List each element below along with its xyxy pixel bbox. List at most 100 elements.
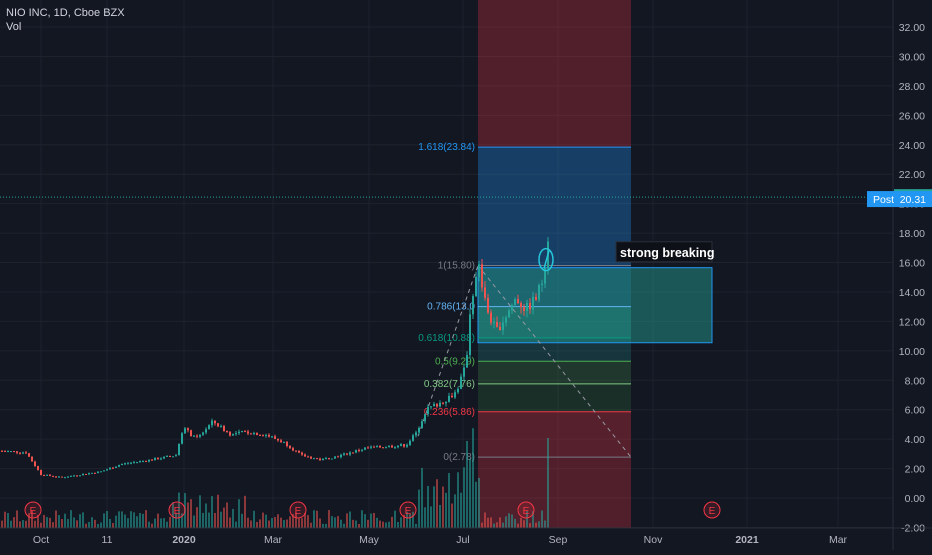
earnings-marker-label[interactable]: E bbox=[523, 506, 530, 517]
volume-bar bbox=[106, 510, 108, 528]
candle-body bbox=[373, 446, 375, 448]
candle-body bbox=[130, 462, 132, 464]
legend-volume[interactable]: Vol bbox=[6, 21, 22, 33]
price-axis[interactable]: 32.0030.0028.0026.0024.0022.0020.0018.00… bbox=[867, 0, 932, 550]
volume-bar bbox=[1, 520, 3, 528]
x-tick-label: Jul bbox=[456, 534, 469, 546]
volume-bar bbox=[541, 510, 543, 528]
candle-body bbox=[448, 395, 450, 402]
fib-label[interactable]: 0.5(9.29) bbox=[435, 356, 475, 367]
fib-label[interactable]: 0.618(10.88) bbox=[418, 333, 475, 344]
volume-bar bbox=[547, 438, 549, 528]
candle-body bbox=[184, 428, 186, 434]
candle-body bbox=[160, 458, 162, 460]
earnings-marker[interactable] bbox=[289, 501, 307, 519]
volume-bar bbox=[499, 517, 501, 528]
fib-label[interactable]: 1(15.80) bbox=[438, 260, 475, 271]
volume-bar bbox=[247, 517, 249, 528]
volume-bar bbox=[52, 522, 54, 528]
volume-bar bbox=[118, 511, 120, 528]
volume-bar bbox=[469, 458, 471, 528]
volume-bar bbox=[91, 517, 93, 528]
volume-bar bbox=[259, 519, 261, 528]
fib-retracement[interactable]: 1.618(23.84) 1(15.80) 0.786(13.0 0.618(10.8… bbox=[417, 142, 632, 463]
candle-body bbox=[529, 302, 531, 310]
candle-body bbox=[223, 426, 225, 432]
candle-body bbox=[502, 322, 504, 331]
x-tick-label: Oct bbox=[33, 534, 49, 546]
fib-label[interactable]: 1.618(23.84) bbox=[418, 142, 475, 153]
candle-body bbox=[16, 451, 18, 453]
post-price-tag-label[interactable]: Post bbox=[873, 194, 894, 206]
candle-body bbox=[127, 463, 129, 465]
volume-bar bbox=[532, 511, 534, 528]
volume-bar bbox=[160, 518, 162, 528]
post-price-tag[interactable] bbox=[867, 191, 932, 208]
earnings-marker[interactable] bbox=[703, 501, 721, 519]
volume-bar bbox=[97, 523, 99, 528]
volume-bar bbox=[418, 489, 420, 528]
fib-label[interactable]: 0(2.78) bbox=[443, 452, 475, 463]
candle-body bbox=[439, 402, 441, 407]
volume-bar bbox=[244, 495, 246, 528]
volume-bar bbox=[199, 495, 201, 528]
lower-zone bbox=[478, 457, 631, 528]
candle-body bbox=[247, 431, 249, 434]
breakout-circle[interactable] bbox=[538, 247, 554, 272]
candle-body bbox=[109, 467, 111, 470]
volume-bar bbox=[127, 518, 129, 528]
volume-bar bbox=[46, 517, 48, 528]
fib-label[interactable]: 0.236(5.86) bbox=[424, 407, 475, 418]
candle-body bbox=[397, 445, 399, 448]
volume-bar bbox=[373, 512, 375, 528]
volume-bar bbox=[22, 520, 24, 528]
time-axis[interactable]: Oct 11 2020 Mar May Jul Sep Nov 2021 Mar bbox=[0, 527, 932, 546]
volume-bar bbox=[358, 523, 360, 528]
volume-bar bbox=[262, 512, 264, 528]
candle-body bbox=[208, 425, 210, 430]
annotation-text[interactable]: strong breaking bbox=[620, 246, 714, 260]
earnings-marker-label[interactable]: E bbox=[405, 506, 412, 517]
volume-bar bbox=[70, 510, 72, 528]
candle-body bbox=[346, 453, 348, 455]
annotations[interactable]: strong breaking bbox=[0, 196, 893, 272]
candle-body bbox=[28, 453, 30, 457]
earnings-marker[interactable] bbox=[399, 501, 417, 519]
earnings-marker[interactable] bbox=[168, 501, 186, 519]
candle-body bbox=[538, 284, 540, 300]
fib-label[interactable]: 0.786(13.0 bbox=[427, 302, 475, 313]
earnings-marker-label[interactable]: E bbox=[30, 506, 37, 517]
volume-bar bbox=[58, 515, 60, 528]
earnings-marker-label[interactable]: E bbox=[709, 506, 716, 517]
candle-body bbox=[418, 427, 420, 433]
fib-label[interactable]: 0.382(7.76) bbox=[424, 379, 475, 390]
candle-body bbox=[7, 451, 9, 453]
volume-bar bbox=[388, 521, 390, 528]
earnings-marker[interactable] bbox=[517, 501, 535, 519]
legend-symbol[interactable]: NIO INC, 1D, Cboe BZX bbox=[6, 7, 125, 19]
volume-bar bbox=[298, 518, 300, 528]
volume-bar bbox=[145, 510, 147, 528]
volume-bar bbox=[409, 513, 411, 528]
candle-body bbox=[385, 447, 387, 449]
volume-bar bbox=[130, 511, 132, 528]
candle-body bbox=[97, 471, 99, 474]
volume-bar bbox=[25, 520, 27, 528]
volume-bar bbox=[337, 516, 339, 528]
volume-bar bbox=[517, 523, 519, 528]
earnings-marker[interactable] bbox=[24, 501, 42, 519]
volume-bar bbox=[523, 520, 525, 528]
annotation-box[interactable] bbox=[615, 241, 713, 263]
volume-bar bbox=[136, 516, 138, 528]
volume-bar bbox=[112, 523, 114, 528]
post-price-label[interactable]: 20.31 bbox=[900, 194, 926, 206]
candle-body bbox=[355, 450, 357, 453]
earnings-marker-label[interactable]: E bbox=[174, 506, 181, 517]
volume-bar bbox=[7, 513, 9, 528]
volume-bar bbox=[67, 518, 69, 528]
candle-body bbox=[340, 454, 342, 458]
earnings-marker-label[interactable]: E bbox=[295, 506, 302, 517]
